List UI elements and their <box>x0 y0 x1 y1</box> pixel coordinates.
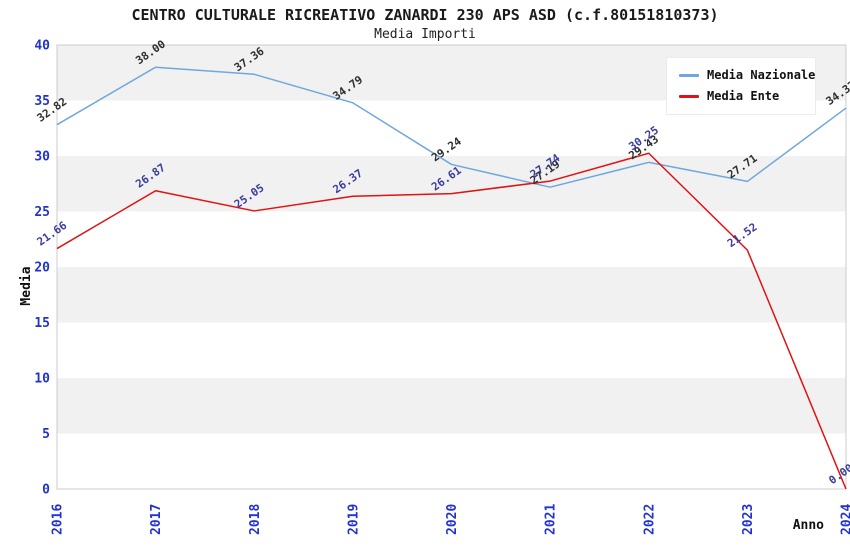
x-tick-label: 2017 <box>149 504 164 535</box>
x-tick-label: 2021 <box>544 504 559 535</box>
chart-title: CENTRO CULTURALE RICREATIVO ZANARDI 230 … <box>131 6 719 24</box>
x-tick-label: 2019 <box>346 504 361 535</box>
legend: Media Nazionale Media Ente <box>666 57 816 115</box>
x-tick-label: 2024 <box>840 504 850 535</box>
plot-band <box>57 156 846 212</box>
x-tick-label: 2018 <box>248 504 263 535</box>
y-axis-title: Media <box>19 266 34 305</box>
plot-border <box>56 44 847 490</box>
x-tick-label: 2020 <box>445 504 460 535</box>
x-tick-label: 2016 <box>51 504 66 535</box>
chart-subtitle: Media Importi <box>374 27 476 42</box>
y-tick-label: 35 <box>34 94 50 109</box>
x-tick-label: 2022 <box>642 504 657 535</box>
legend-swatch-media-nazionale <box>679 73 699 77</box>
series-line-media-nazionale <box>56 66 847 188</box>
x-axis-title: Anno <box>793 518 824 533</box>
x-tick-label: 2023 <box>741 504 756 535</box>
legend-swatch-media-ente <box>679 94 699 98</box>
y-tick-label: 5 <box>42 427 50 442</box>
series-line-media-ente <box>56 152 847 490</box>
y-tick-label: 0 <box>42 483 50 498</box>
y-tick-label: 20 <box>34 261 50 276</box>
y-tick-label: 25 <box>34 205 50 220</box>
plot-band <box>57 267 846 323</box>
legend-item-media-nazionale: Media Nazionale <box>667 64 815 85</box>
legend-item-media-ente: Media Ente <box>667 85 815 106</box>
y-tick-label: 10 <box>34 372 50 387</box>
y-tick-label: 30 <box>34 150 50 165</box>
legend-label-media-ente: Media Ente <box>707 89 780 103</box>
y-tick-label: 40 <box>34 39 50 54</box>
plot-band <box>57 378 846 434</box>
y-tick-label: 15 <box>34 316 50 331</box>
legend-label-media-nazionale: Media Nazionale <box>707 68 816 82</box>
